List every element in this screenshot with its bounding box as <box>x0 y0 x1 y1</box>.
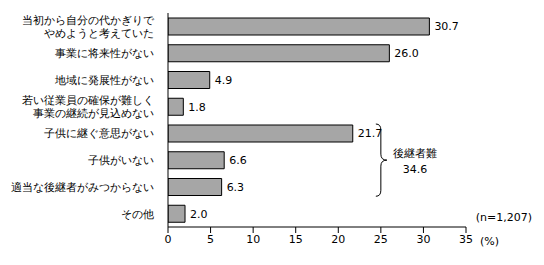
svg-text:1.8: 1.8 <box>188 101 206 114</box>
svg-text:10: 10 <box>246 233 260 246</box>
svg-text:地域に発展性がない: 地域に発展性がない <box>54 74 154 87</box>
svg-text:後継者難: 後継者難 <box>393 147 437 160</box>
svg-text:若い従業員の確保が難しく事業の継続が見込めない: 若い従業員の確保が難しく事業の継続が見込めない <box>22 94 154 120</box>
svg-text:当初から自分の代かぎりでやめようと考えていた: 当初から自分の代かぎりでやめようと考えていた <box>22 14 155 40</box>
svg-text:34.6: 34.6 <box>403 163 428 176</box>
svg-text:6.3: 6.3 <box>227 181 245 194</box>
svg-text:21.7: 21.7 <box>358 127 383 140</box>
svg-text:0: 0 <box>165 233 172 246</box>
svg-text:事業に将来性がない: 事業に将来性がない <box>55 47 154 60</box>
svg-text:25: 25 <box>374 233 388 246</box>
svg-text:26.0: 26.0 <box>394 47 419 60</box>
svg-text:30: 30 <box>416 233 430 246</box>
svg-text:4.9: 4.9 <box>215 74 233 87</box>
svg-text:15: 15 <box>289 233 303 246</box>
svg-text:適当な後継者がみつからない: 適当な後継者がみつからない <box>11 181 154 194</box>
svg-text:2.0: 2.0 <box>190 208 208 221</box>
svg-text:20: 20 <box>331 233 345 246</box>
svg-text:その他: その他 <box>121 208 154 221</box>
svg-text:子供がいない: 子供がいない <box>88 154 154 167</box>
svg-text:(n=1,207): (n=1,207) <box>476 211 532 224</box>
svg-text:35: 35 <box>459 233 473 246</box>
svg-text:6.6: 6.6 <box>229 154 247 167</box>
svg-text:30.7: 30.7 <box>434 20 459 33</box>
svg-text:子供に継ぐ意思がない: 子供に継ぐ意思がない <box>44 127 154 140</box>
svg-text:5: 5 <box>207 233 214 246</box>
svg-text:(%): (%) <box>480 235 499 248</box>
